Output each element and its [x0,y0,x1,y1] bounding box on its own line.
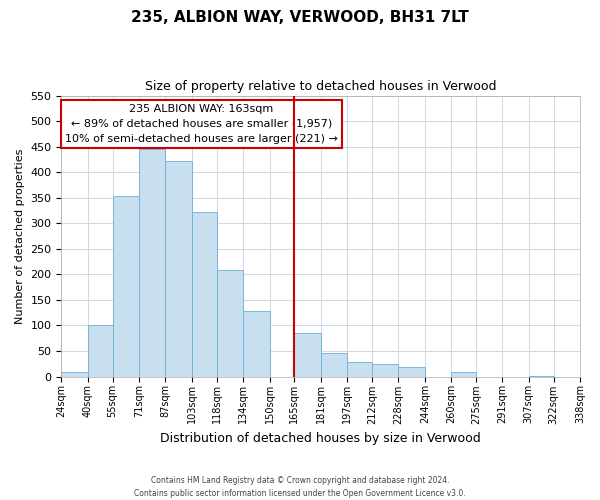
Bar [451,372,476,376]
Bar [139,149,166,376]
Bar [294,333,321,376]
Bar [166,161,192,376]
Bar [113,196,139,376]
Bar [61,372,88,376]
Y-axis label: Number of detached properties: Number of detached properties [15,148,25,324]
Text: Contains HM Land Registry data © Crown copyright and database right 2024.
Contai: Contains HM Land Registry data © Crown c… [134,476,466,498]
Bar [217,270,243,376]
Text: 235 ALBION WAY: 163sqm
← 89% of detached houses are smaller (1,957)
10% of semi-: 235 ALBION WAY: 163sqm ← 89% of detached… [65,104,338,144]
Bar [321,352,347,376]
Text: 235, ALBION WAY, VERWOOD, BH31 7LT: 235, ALBION WAY, VERWOOD, BH31 7LT [131,10,469,25]
Bar [192,212,217,376]
Title: Size of property relative to detached houses in Verwood: Size of property relative to detached ho… [145,80,496,93]
Bar [88,325,113,376]
Bar [372,364,398,376]
Bar [243,310,269,376]
Bar [347,362,372,376]
X-axis label: Distribution of detached houses by size in Verwood: Distribution of detached houses by size … [160,432,481,445]
Bar [398,367,425,376]
